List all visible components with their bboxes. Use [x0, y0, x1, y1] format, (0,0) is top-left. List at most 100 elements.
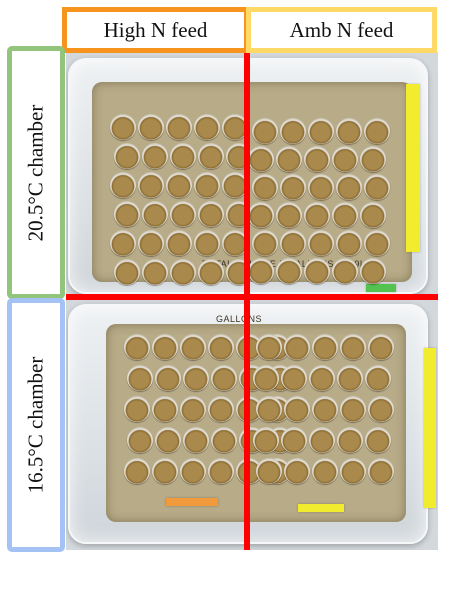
vial [312, 334, 338, 360]
vial [284, 334, 310, 360]
row-label-text-bottom: 16.5°C chamber [23, 356, 48, 494]
vial [152, 458, 178, 484]
vial [110, 230, 136, 256]
vial [304, 258, 330, 284]
photo-16-5c-chamber: GALLONS [66, 298, 438, 550]
vial [280, 118, 306, 144]
vial [365, 427, 391, 453]
vial [281, 365, 307, 391]
vial [194, 114, 220, 140]
vial [114, 143, 140, 169]
yellow-tape-bottom [298, 504, 344, 512]
vial [280, 174, 306, 200]
vial [252, 230, 278, 256]
vial [304, 202, 330, 228]
vial [312, 458, 338, 484]
vial [332, 146, 358, 172]
vial [332, 202, 358, 228]
vial [309, 427, 335, 453]
orange-tape-bottom [166, 498, 218, 506]
vial [155, 427, 181, 453]
green-tape-top [366, 284, 396, 292]
vial [337, 427, 363, 453]
vial [256, 334, 282, 360]
vial [337, 365, 363, 391]
vial [336, 118, 362, 144]
vial [142, 143, 168, 169]
vial [340, 334, 366, 360]
vial [152, 334, 178, 360]
vial [142, 259, 168, 285]
vial [180, 334, 206, 360]
vial [308, 230, 334, 256]
vial [253, 365, 279, 391]
vial [166, 230, 192, 256]
vial [308, 174, 334, 200]
row-label-20-5c-chamber: 20.5°C chamber [7, 46, 65, 299]
vial [114, 201, 140, 227]
horizontal-divider [66, 294, 438, 300]
vial [276, 258, 302, 284]
vial [365, 365, 391, 391]
vial [170, 259, 196, 285]
vial [360, 258, 386, 284]
vial [183, 365, 209, 391]
vial [211, 365, 237, 391]
vial [110, 114, 136, 140]
vial [252, 174, 278, 200]
vial [124, 396, 150, 422]
vial [248, 146, 274, 172]
vial [114, 259, 140, 285]
vial [281, 427, 307, 453]
vial [211, 427, 237, 453]
row-label-text-top: 20.5°C chamber [23, 104, 48, 241]
photo-20-5c-chamber: TOTAL VOLUME 5 GALLONS (18.9L) [66, 52, 438, 298]
vial [304, 146, 330, 172]
vial [180, 396, 206, 422]
vial [252, 118, 278, 144]
vial [166, 114, 192, 140]
vial [248, 258, 274, 284]
vial [312, 396, 338, 422]
vial [308, 118, 334, 144]
vial [127, 365, 153, 391]
vial [124, 334, 150, 360]
vial [284, 458, 310, 484]
vial [248, 202, 274, 228]
vial [152, 396, 178, 422]
vial [336, 174, 362, 200]
vial [138, 114, 164, 140]
vial [208, 458, 234, 484]
vial [170, 143, 196, 169]
vial [110, 172, 136, 198]
vial [127, 427, 153, 453]
vial [183, 427, 209, 453]
vial [198, 259, 224, 285]
vial [253, 427, 279, 453]
vial [170, 201, 196, 227]
vial [138, 230, 164, 256]
vial [276, 146, 302, 172]
yellow-tape-top [406, 84, 420, 252]
vial [364, 118, 390, 144]
row-label-16-5c-chamber: 16.5°C chamber [7, 298, 65, 552]
vial [222, 114, 248, 140]
vial [368, 458, 394, 484]
vial [340, 458, 366, 484]
vial [364, 230, 390, 256]
vial [256, 396, 282, 422]
vial [222, 172, 248, 198]
vial [284, 396, 310, 422]
vial [180, 458, 206, 484]
vial [256, 458, 282, 484]
column-header-high-n-feed: High N feed [62, 7, 249, 53]
vial [360, 202, 386, 228]
vial [198, 201, 224, 227]
vial [194, 172, 220, 198]
vial [198, 143, 224, 169]
yellow-tape-bottom-right [424, 348, 436, 508]
vial [364, 174, 390, 200]
vial [280, 230, 306, 256]
vial [222, 230, 248, 256]
column-label-high-n: High N feed [103, 17, 208, 42]
